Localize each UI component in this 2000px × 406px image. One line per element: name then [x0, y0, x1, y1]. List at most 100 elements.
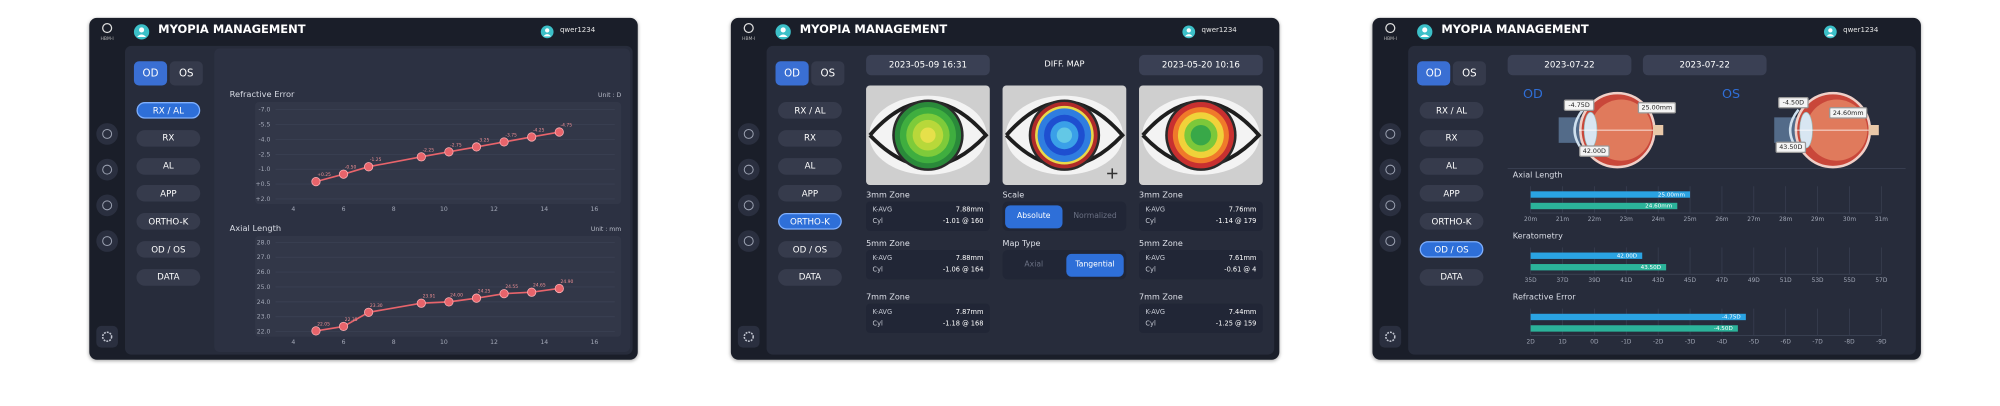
menu-item[interactable]: ORTHO-K	[778, 213, 842, 230]
chart-title: Axial Length	[1512, 170, 1563, 180]
sidebar-icon[interactable]	[1379, 230, 1402, 252]
menu-item[interactable]: RX / AL	[1419, 102, 1484, 119]
logo-text: HBM-I	[742, 36, 755, 42]
menu-item[interactable]: AL	[1419, 157, 1484, 175]
point-label: 24.65	[533, 283, 546, 289]
menu-item[interactable]: RX	[778, 129, 842, 147]
point-label: -3.75	[505, 132, 517, 138]
toggle-option[interactable]: Absolute	[1005, 204, 1063, 228]
settings-glyph	[743, 331, 754, 342]
app-avatar-head	[780, 27, 786, 33]
user-avatar-body	[1184, 34, 1193, 37]
sidebar-icon-glyph	[743, 164, 754, 175]
eye-tab[interactable]: OD	[1417, 61, 1451, 86]
menu-item[interactable]: RX	[1419, 129, 1484, 147]
eye-measure-label: -4.50D	[1778, 96, 1809, 109]
eye-tab[interactable]: OD	[775, 61, 809, 86]
toggle-option[interactable]: Tangential	[1066, 253, 1124, 277]
sidebar-icon[interactable]	[1379, 194, 1402, 217]
y-tick-label: -4.0	[258, 136, 270, 143]
menu-item[interactable]: RX / AL	[778, 102, 842, 119]
toggle-group: Axial Tangential	[1002, 249, 1127, 280]
sidebar-icon[interactable]	[96, 230, 118, 252]
sidebar-icon-glyph	[743, 128, 754, 139]
cyl-label: Cyl	[872, 218, 883, 226]
data-point	[444, 297, 454, 307]
menu-item[interactable]: AL	[778, 157, 842, 175]
x-tick-label: -5D	[1749, 339, 1760, 345]
chart-title: Keratometry	[1512, 232, 1563, 242]
x-tick-label: 45D	[1684, 278, 1696, 284]
sidebar-icon[interactable]	[737, 230, 760, 252]
x-tick-label: 20m	[1524, 217, 1537, 223]
x-tick-label: 51D	[1780, 278, 1792, 284]
date-select[interactable]: 2023-07-22	[1642, 54, 1767, 76]
diff-map-label: DIFF. MAP	[1044, 58, 1085, 69]
menu-item[interactable]: OD / OS	[136, 241, 201, 258]
x-tick-label: 30m	[1843, 217, 1856, 223]
app-avatar-body	[137, 34, 147, 37]
sidebar-icon[interactable]	[96, 194, 118, 217]
logo-icon	[1385, 22, 1396, 34]
eye-tab[interactable]: OD	[133, 61, 168, 86]
menu-item[interactable]: ORTHO-K	[136, 213, 201, 230]
toggle-option[interactable]: Normalized	[1073, 211, 1117, 221]
bar-value-label: -4.50D	[1714, 326, 1733, 332]
y-tick-label: 28.0	[257, 239, 271, 246]
x-tick-label: 53D	[1812, 278, 1824, 284]
menu-item[interactable]: DATA	[136, 268, 201, 286]
bar	[1530, 313, 1746, 321]
menu-item[interactable]: OD / OS	[778, 241, 842, 258]
bar-value-label: 43.50D	[1641, 265, 1661, 271]
k-value: 7.88mm	[955, 255, 984, 263]
sidebar-icon-glyph	[1385, 128, 1396, 139]
menu-item[interactable]: OD / OS	[1419, 241, 1484, 258]
eye-tab[interactable]: OS	[811, 61, 845, 86]
menu-item[interactable]: AL	[136, 157, 201, 175]
sidebar-icon[interactable]	[737, 123, 760, 145]
point-label: -3.25	[478, 137, 490, 143]
sidebar-icon[interactable]	[1379, 123, 1402, 145]
menu-item[interactable]: DATA	[1419, 268, 1484, 286]
settings-icon[interactable]	[737, 325, 760, 348]
sidebar-icon[interactable]	[96, 123, 118, 145]
bar-value-label: 24.60mm	[1645, 204, 1672, 210]
logo-icon	[102, 22, 113, 34]
toggle-option[interactable]: Axial	[1024, 260, 1044, 270]
menu-item[interactable]: RX / AL	[136, 102, 201, 119]
x-tick-label: 10	[440, 339, 448, 346]
y-tick-label: -5.5	[258, 122, 270, 129]
point-label: 24.90	[561, 279, 574, 285]
cyl-value: -1.14 @ 179	[1215, 218, 1257, 226]
eye-tab[interactable]: OS	[1452, 61, 1486, 86]
sidebar-icon[interactable]	[737, 194, 760, 217]
zone-name: 7mm Zone	[1139, 293, 1183, 303]
bar	[1530, 325, 1738, 332]
zone-name: 3mm Zone	[866, 191, 910, 201]
settings-icon[interactable]	[1379, 325, 1402, 348]
x-tick-label: 14	[540, 339, 548, 346]
sidebar-icon[interactable]	[96, 158, 118, 181]
x-tick-label: -9D	[1876, 339, 1887, 345]
data-point	[554, 283, 564, 294]
menu-item[interactable]: APP	[1419, 185, 1484, 203]
eye-tab[interactable]: OS	[169, 61, 203, 86]
menu-item[interactable]: APP	[778, 185, 842, 203]
date-select[interactable]: 2023-07-22	[1507, 54, 1632, 76]
zone-box: K-AVG 7.76mm Cyl -1.14 @ 179	[1139, 201, 1263, 231]
cyl-value: -1.06 @ 164	[942, 266, 984, 275]
menu-item[interactable]: RX	[136, 129, 201, 147]
menu-item[interactable]: ORTHO-K	[1419, 213, 1484, 230]
date-select[interactable]: 2023-05-20 10:16	[1139, 54, 1263, 76]
x-tick-label: 6	[342, 339, 346, 346]
sidebar-icon[interactable]	[737, 158, 760, 181]
menu-item[interactable]: DATA	[778, 268, 842, 286]
cyl-label: Cyl	[1145, 320, 1156, 328]
sidebar-icon[interactable]	[1379, 158, 1402, 181]
x-tick-label: 2D	[1526, 339, 1535, 345]
data-point	[527, 287, 537, 297]
app-avatar-head	[139, 27, 145, 33]
menu-item[interactable]: APP	[136, 185, 201, 203]
date-select[interactable]: 2023-05-09 16:31	[866, 54, 990, 76]
settings-icon[interactable]	[96, 325, 118, 348]
